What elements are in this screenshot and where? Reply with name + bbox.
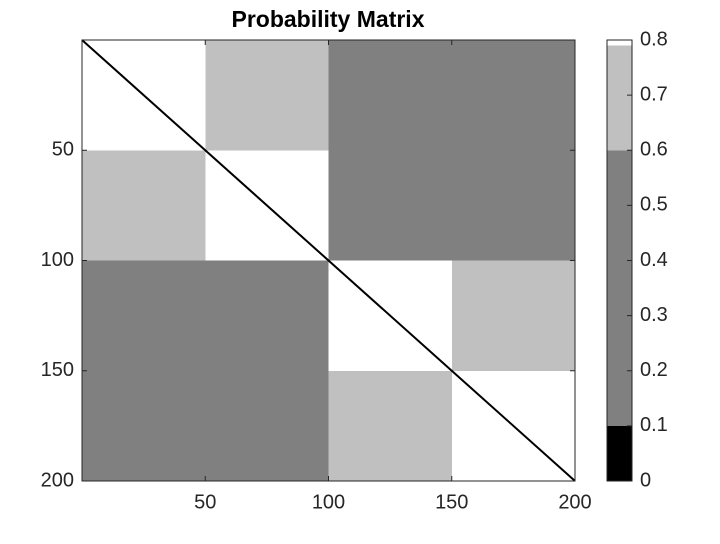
cell-block [451, 150, 575, 261]
colorbar-tick-label: 0.4 [640, 249, 668, 271]
colorbar-band [607, 45, 632, 151]
y-tick-label: 50 [52, 139, 74, 161]
x-tick-label: 100 [312, 491, 345, 513]
colorbar-tick-label: 0.8 [640, 28, 668, 50]
colorbar-tick-label: 0.6 [640, 139, 668, 161]
x-tick-label: 50 [194, 491, 216, 513]
colorbar-band [607, 40, 632, 46]
cell-block [205, 40, 329, 151]
cell-block [82, 370, 206, 481]
cell-block [205, 260, 329, 371]
cell-block [328, 150, 452, 261]
chart-title: Probability Matrix [232, 6, 425, 32]
x-tick-label: 150 [435, 491, 468, 513]
x-tick-label: 200 [558, 491, 591, 513]
colorbar-band [607, 150, 632, 426]
colorbar-tick-label: 0.5 [640, 194, 668, 216]
y-tick-label: 200 [41, 469, 74, 491]
colorbar-tick-label: 0.2 [640, 359, 668, 381]
cell-block [82, 260, 206, 371]
cell-block [451, 260, 575, 371]
colorbar-tick-label: 0 [640, 469, 651, 491]
diagonal [81, 39, 576, 482]
cell-block [328, 370, 452, 481]
colorbar-tick-label: 0.1 [640, 414, 668, 436]
colorbar-band [607, 425, 632, 481]
colorbar-tick-label: 0.3 [640, 304, 668, 326]
y-tick-label: 150 [41, 359, 74, 381]
cell-block [205, 370, 329, 481]
cell-block [328, 40, 452, 151]
colorbar-tick-label: 0.7 [640, 83, 668, 105]
cell-block [451, 40, 575, 151]
cell-block [82, 150, 206, 261]
y-tick-label: 100 [41, 249, 74, 271]
